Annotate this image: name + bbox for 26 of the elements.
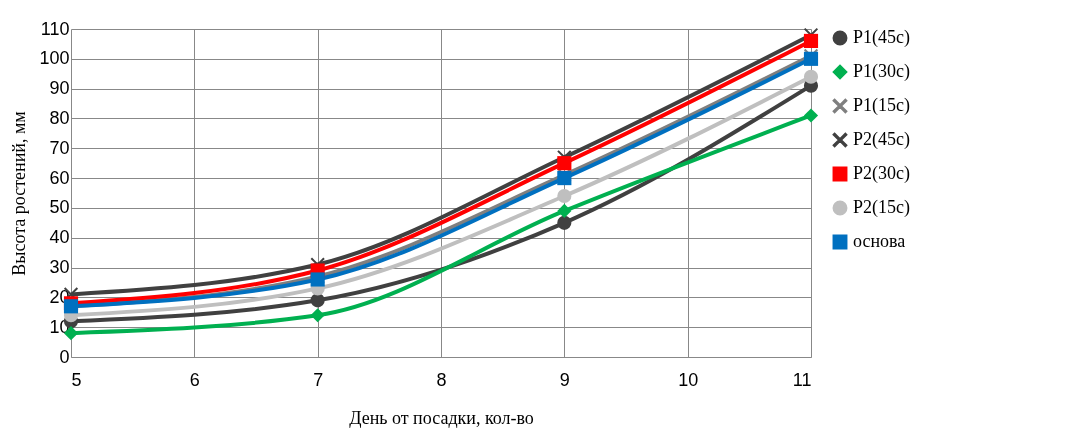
legend-label: P1(45c) xyxy=(853,27,910,48)
legend-label: основа xyxy=(853,231,906,251)
x-tick-label: 10 xyxy=(678,369,699,390)
x-tick-label: 6 xyxy=(189,369,200,390)
x-tick-label: 7 xyxy=(313,369,324,390)
y-tick-label: 0 xyxy=(59,346,70,367)
y-tick-label: 110 xyxy=(40,18,70,39)
x-tick-label: 9 xyxy=(559,369,570,390)
legend-label: P1(15c) xyxy=(853,95,910,116)
y-tick-label: 60 xyxy=(49,167,70,188)
y-tick-label: 80 xyxy=(49,107,70,128)
y-tick-label: 100 xyxy=(39,48,70,69)
legend-label: P1(30c) xyxy=(853,61,910,82)
y-tick-label: 30 xyxy=(49,257,70,278)
x-axis-title: День от посадки, кол-во xyxy=(349,407,534,428)
y-tick-label: 40 xyxy=(49,227,70,248)
x-tick-label: 8 xyxy=(436,369,447,390)
y-tick-label: 50 xyxy=(49,197,70,218)
legend-label: P2(30c) xyxy=(853,163,910,184)
legend-label: P2(45c) xyxy=(853,129,910,150)
y-axis-title: Высота ростений, мм xyxy=(9,111,30,276)
y-tick-label: 90 xyxy=(49,78,70,99)
y-tick-label: 70 xyxy=(49,137,70,158)
x-tick-label: 11 xyxy=(792,369,812,390)
legend-label: P2(15c) xyxy=(853,197,910,218)
x-tick-label: 5 xyxy=(71,369,82,390)
